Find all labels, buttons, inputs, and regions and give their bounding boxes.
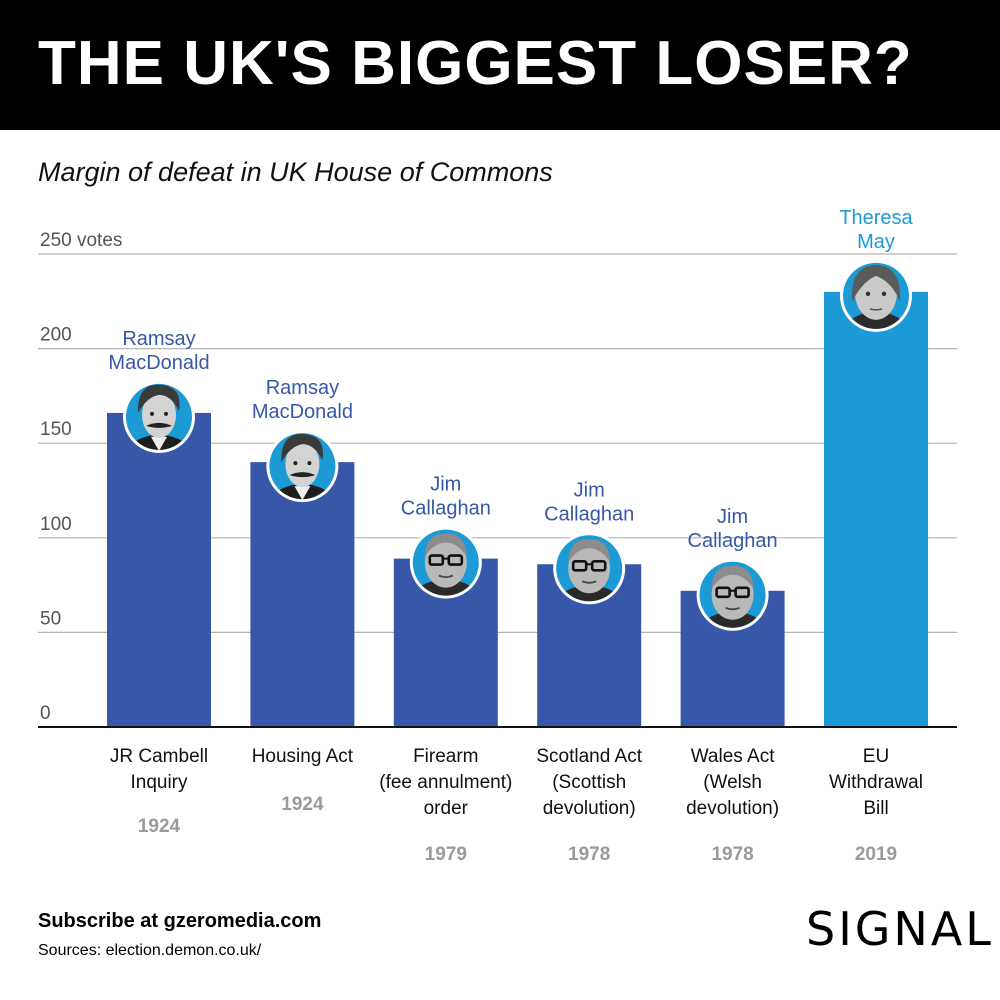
may-portrait-icon [840, 259, 912, 332]
y-tick-label: 250 votes [40, 230, 122, 251]
x-year-label: 1978 [711, 844, 753, 865]
callaghan-portrait-icon [696, 558, 769, 631]
signal-logo: SIGNAL [806, 902, 994, 956]
x-category-label: Firearm [413, 746, 478, 767]
x-category-label: EU [863, 746, 889, 767]
x-category-label: Scotland Act [536, 746, 642, 767]
pm-label: MacDonald [252, 401, 353, 423]
pm-label: Ramsay [122, 328, 195, 350]
sources-note: Sources: election.demon.co.uk/ [38, 942, 262, 959]
x-category-label: Inquiry [130, 772, 188, 793]
y-tick-label: 50 [40, 608, 61, 629]
pm-label: Jim [717, 506, 748, 528]
x-year-label: 1978 [568, 844, 610, 865]
bar [250, 462, 355, 727]
header-banner: THE UK'S BIGGEST LOSER? [0, 0, 1000, 130]
pm-label: Callaghan [401, 498, 491, 520]
y-tick-label: 200 [40, 325, 72, 346]
x-year-label: 1924 [281, 794, 324, 815]
callaghan-portrait-icon [553, 532, 626, 605]
x-category-label: (Welsh [703, 772, 762, 793]
pm-label: Callaghan [544, 503, 634, 525]
x-category-label: (fee annulment) [379, 772, 512, 793]
pm-label: May [857, 231, 895, 253]
page-title: THE UK'S BIGGEST LOSER? [38, 29, 913, 98]
x-category-label: Housing Act [252, 746, 354, 767]
pm-label: Callaghan [688, 530, 778, 552]
x-category-label: devolution) [686, 798, 779, 819]
pm-label: Jim [574, 479, 605, 501]
bar [107, 412, 211, 727]
macdonald-portrait-icon [123, 380, 195, 453]
pm-label: Ramsay [266, 377, 339, 399]
x-category-label: order [424, 798, 469, 819]
x-category-label: devolution) [543, 798, 636, 819]
x-year-label: 1979 [425, 844, 467, 865]
pm-label: MacDonald [108, 352, 209, 374]
chart-subtitle: Margin of defeat in UK House of Commons [38, 157, 553, 187]
x-category-label: Wales Act [691, 746, 775, 767]
x-category-label: JR Cambell [110, 746, 208, 767]
x-category-label: Withdrawal [829, 772, 923, 793]
macdonald-portrait-icon [266, 430, 339, 503]
callaghan-portrait-icon [409, 526, 482, 599]
bar [824, 291, 928, 727]
y-tick-label: 0 [40, 703, 51, 724]
pm-label: Theresa [839, 207, 913, 229]
x-category-label: (Scottish [552, 772, 626, 793]
x-category-label: Bill [863, 798, 888, 819]
subscribe-link[interactable]: Subscribe at gzeromedia.com [38, 910, 322, 932]
y-tick-label: 150 [40, 419, 72, 440]
y-tick-label: 100 [40, 514, 72, 535]
pm-label: Jim [430, 474, 461, 496]
x-year-label: 2019 [855, 844, 897, 865]
x-year-label: 1924 [138, 816, 181, 837]
